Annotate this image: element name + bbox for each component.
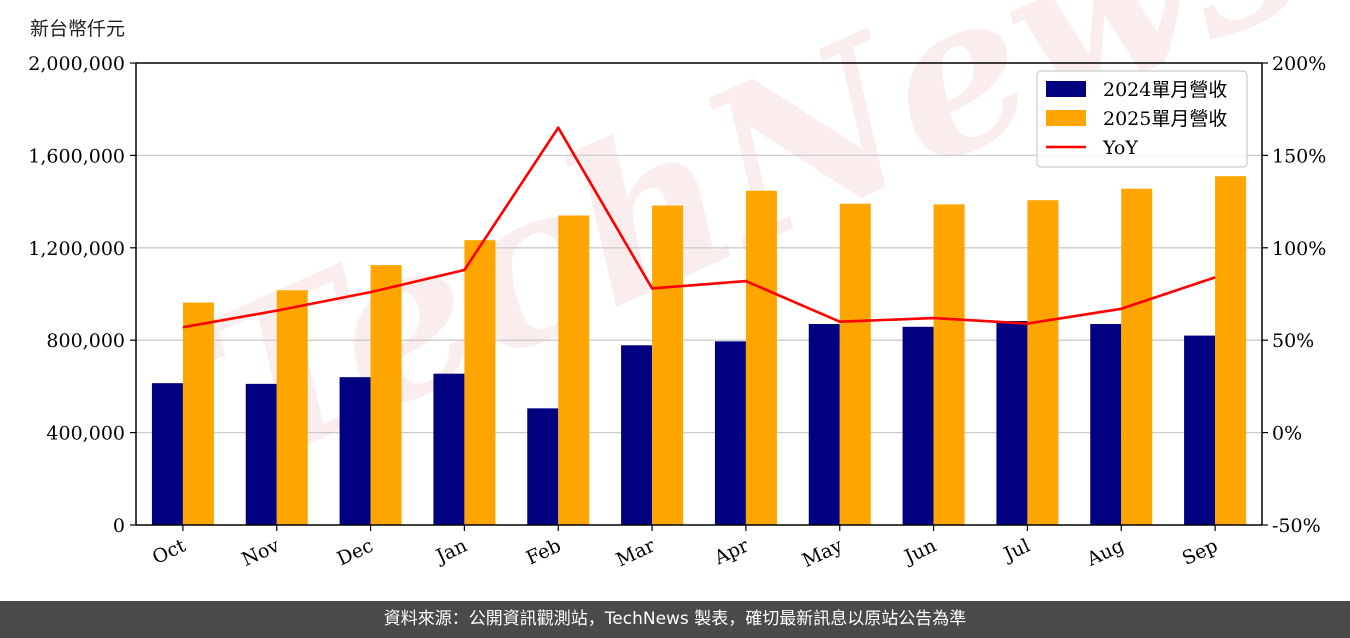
right-tick-label: 50%	[1272, 330, 1314, 352]
x-tick-label-apr: Apr	[710, 534, 753, 570]
right-tick-label: 200%	[1272, 53, 1326, 75]
right-tick-label: 0%	[1272, 423, 1302, 445]
x-tick-label-aug: Aug	[1083, 535, 1128, 571]
bar-2024-nov	[245, 383, 277, 525]
left-tick-label: 800,000	[46, 330, 125, 352]
x-tick-label-nov: Nov	[238, 534, 283, 570]
x-tick-label-mar: Mar	[613, 534, 659, 571]
bar-2024-dec	[339, 377, 371, 525]
bar-2025-feb	[558, 215, 590, 525]
left-tick-label: 400,000	[46, 423, 125, 445]
left-tick-label: 1,600,000	[28, 145, 125, 167]
bar-2024-feb	[527, 408, 559, 525]
x-tick-label-jul: Jul	[999, 535, 1034, 567]
left-tick-label: 0	[113, 515, 125, 537]
bar-2025-sep	[1215, 176, 1247, 525]
bar-2024-jun	[902, 326, 934, 525]
left-tick-label: 1,200,000	[28, 238, 125, 260]
legend-label: 2025單月營收	[1103, 108, 1227, 130]
y-axis-unit-label: 新台幣仟元	[30, 18, 126, 40]
x-tick-label-jun: Jun	[899, 535, 939, 569]
legend-swatch-2025	[1046, 110, 1086, 126]
legend-label: YoY	[1102, 137, 1138, 159]
revenue-chart: TechNews 0400,000800,0001,200,0001,600,0…	[28, 0, 1340, 572]
bar-2025-nov	[276, 290, 308, 525]
right-tick-label: -50%	[1272, 515, 1321, 537]
x-tick-label-jan: Jan	[431, 535, 470, 569]
yoy-line-series	[182, 126, 1216, 329]
bar-2025-jul	[1027, 200, 1059, 526]
bar-2024-jan	[433, 373, 465, 525]
bar-2025-oct	[182, 302, 214, 525]
bar-2025-may	[839, 203, 871, 525]
x-tick-label-oct: Oct	[149, 534, 189, 568]
bar-2024-sep	[1184, 335, 1216, 525]
legend-swatch-2024	[1046, 81, 1086, 97]
legend: 2024單月營收 2025單月營收 YoY	[1036, 70, 1248, 168]
bar-series	[151, 176, 1247, 526]
bar-2025-apr	[745, 190, 777, 526]
bar-2025-jan	[464, 240, 496, 525]
x-tick-label-sep: Sep	[1179, 535, 1221, 570]
x-tick-label-may: May	[799, 534, 846, 572]
bar-2024-aug	[1090, 324, 1122, 525]
bar-2024-may	[808, 324, 840, 525]
bar-2024-mar	[621, 345, 653, 525]
left-tick-label: 2,000,000	[28, 53, 125, 75]
right-tick-label: 150%	[1272, 145, 1326, 167]
bar-2025-mar	[652, 205, 684, 526]
bar-2025-dec	[370, 265, 402, 525]
x-tick-label-feb: Feb	[523, 535, 565, 570]
bar-2024-jul	[996, 321, 1028, 525]
legend-label: 2024單月營收	[1103, 79, 1227, 101]
x-tick-label-dec: Dec	[334, 535, 377, 571]
bar-2025-aug	[1121, 188, 1153, 525]
source-footer: 資料來源：公開資訊觀測站，TechNews 製表，確切最新訊息以原站公告為準	[0, 601, 1350, 638]
yoy-line	[182, 126, 1216, 329]
bar-2025-jun	[933, 204, 965, 525]
bar-2024-oct	[151, 383, 183, 525]
right-tick-label: 100%	[1272, 238, 1326, 260]
legend-box	[1036, 70, 1248, 168]
bar-2024-apr	[714, 341, 746, 525]
